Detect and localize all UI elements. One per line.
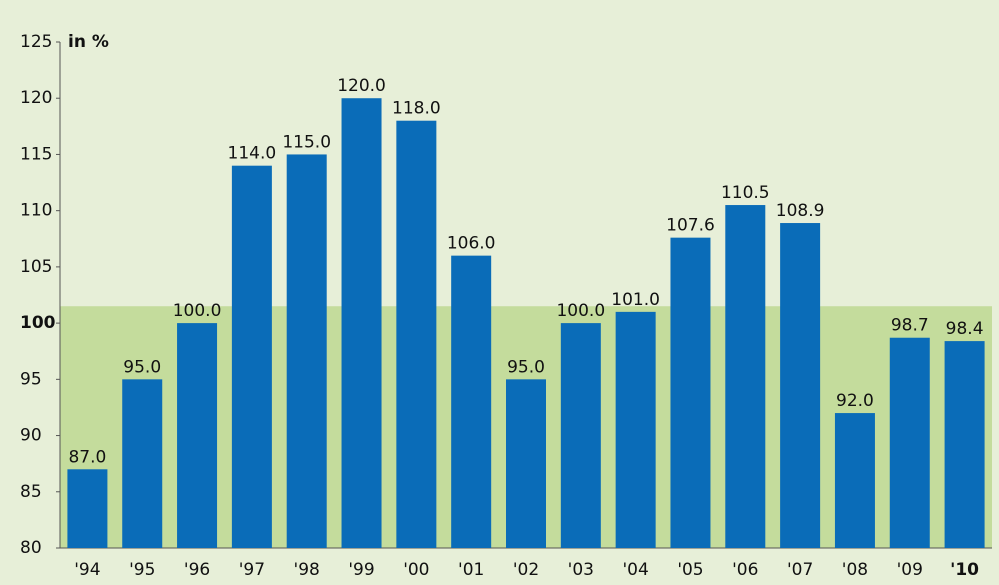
bar (341, 98, 382, 548)
value-label: 101.0 (611, 290, 660, 310)
value-label: 108.9 (776, 201, 825, 221)
y-tick-label: 115 (20, 144, 52, 164)
y-tick-label: 100 (20, 313, 56, 333)
x-tick-label: '98 (294, 560, 320, 580)
bar (834, 413, 875, 548)
x-tick-label: '95 (129, 560, 155, 580)
bar (670, 237, 711, 549)
y-tick-label: 110 (20, 201, 52, 221)
x-tick-label: '10 (950, 560, 979, 580)
bar (506, 379, 546, 548)
bar (944, 341, 985, 548)
bar (122, 379, 163, 548)
x-tick-label: '03 (568, 560, 594, 580)
y-tick-label: 120 (20, 88, 52, 108)
bar (286, 154, 327, 548)
x-tick-label: '02 (513, 560, 539, 580)
x-tick-label: '97 (239, 560, 265, 580)
x-tick-label: '99 (348, 560, 374, 580)
value-label: 110.5 (721, 183, 770, 203)
y-tick-label: 95 (20, 369, 42, 389)
y-tick-label: 105 (20, 257, 52, 277)
value-label: 107.6 (666, 216, 715, 236)
value-label: 98.7 (891, 316, 929, 336)
x-tick-label: '06 (732, 560, 758, 580)
bar (725, 205, 766, 549)
value-label: 115.0 (282, 132, 331, 152)
y-tick-label: 85 (20, 482, 42, 502)
y-tick-label: 125 (20, 32, 52, 52)
bar (451, 255, 492, 548)
value-label: 100.0 (173, 301, 222, 321)
y-unit-label: in % (68, 32, 109, 52)
x-tick-label: '04 (622, 560, 648, 580)
x-tick-label: '08 (842, 560, 868, 580)
value-label: 120.0 (337, 76, 386, 96)
value-label: 98.4 (946, 319, 984, 339)
bar (615, 311, 656, 548)
bar (889, 337, 930, 548)
x-tick-label: '05 (677, 560, 703, 580)
bar (231, 165, 272, 548)
x-tick-label: '00 (403, 560, 429, 580)
value-label: 114.0 (228, 144, 277, 164)
bar (780, 223, 821, 548)
value-label: 95.0 (123, 357, 161, 377)
value-label: 106.0 (447, 234, 496, 254)
value-label: 87.0 (68, 447, 106, 467)
value-label: 100.0 (556, 301, 605, 321)
bar (560, 323, 601, 548)
value-label: 92.0 (836, 391, 874, 411)
bar (177, 323, 218, 548)
bar (67, 469, 108, 548)
x-tick-label: '01 (458, 560, 484, 580)
y-tick-label: 90 (20, 426, 42, 446)
x-tick-label: '07 (787, 560, 813, 580)
value-label: 118.0 (392, 99, 441, 119)
x-tick-label: '96 (184, 560, 210, 580)
x-tick-label: '09 (897, 560, 923, 580)
value-label: 95.0 (507, 357, 545, 377)
bar (396, 120, 437, 548)
x-tick-label: '94 (74, 560, 100, 580)
y-tick-label: 80 (20, 538, 42, 558)
